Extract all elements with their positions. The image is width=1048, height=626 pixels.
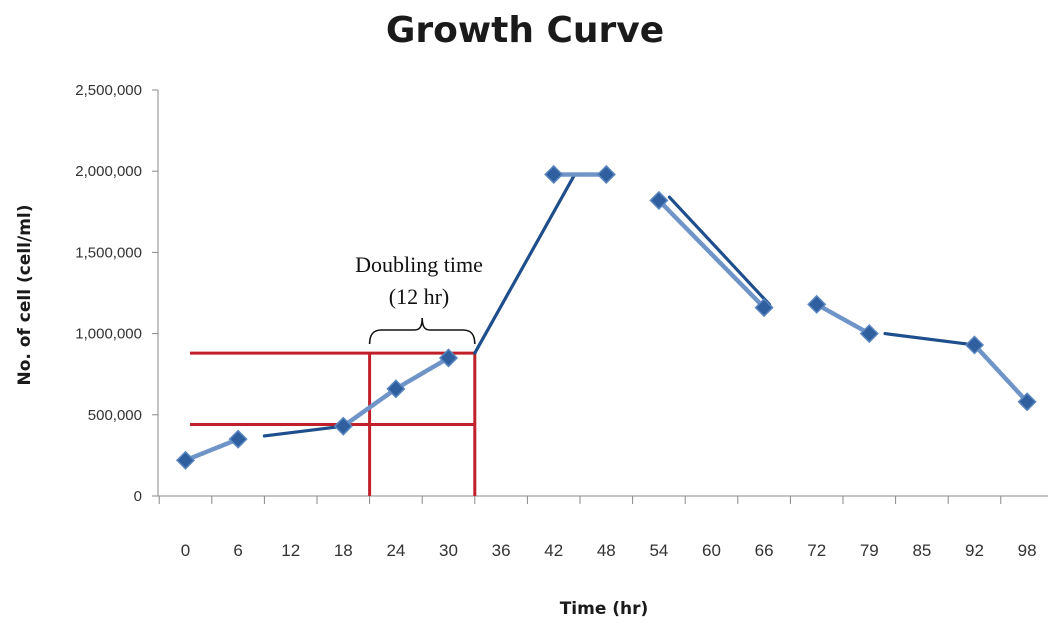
series-layer [175,164,1037,470]
series-link [393,355,451,392]
x-tick-label: 36 [492,541,511,560]
data-point-marker [544,164,564,185]
series-link [341,386,399,429]
x-tick-label: 92 [965,541,984,560]
y-tick-label: 500,000 [88,407,142,424]
data-point-marker [438,348,459,368]
x-tick-label: 12 [281,541,300,560]
x-tick-label: 0 [181,541,190,560]
data-point-marker [807,294,827,314]
trend-segment [473,172,577,355]
data-point-marker [228,429,248,449]
series-link [972,342,1030,405]
annotation-line-2: (12 hr) [389,284,449,309]
x-tick-label: 79 [860,541,879,560]
trend-segment [262,424,345,438]
x-axis-title: Time (hr) [560,599,649,619]
x-tick-label: 60 [702,541,721,560]
chart-title: Growth Curve [386,10,664,51]
x-tick-label: 54 [649,541,668,560]
series-link [814,302,872,336]
y-tick-label: 0 [134,488,142,505]
y-tick-label: 1,000,000 [75,326,142,343]
x-tick-label: 98 [1018,541,1037,560]
data-point-marker [649,190,669,210]
data-point-marker [386,379,406,399]
x-tick-label: 18 [334,541,353,560]
x-tick-label: 48 [597,541,616,560]
data-point-marker [964,335,985,355]
data-point-marker [1017,392,1037,412]
x-tick-label: 85 [912,541,931,560]
x-tick-label: 72 [807,541,826,560]
y-tick-label: 2,000,000 [75,163,142,180]
axes: 0 500,000 1,000,000 1,500,000 2,000,000 2,500… [75,82,1048,560]
data-point-marker [859,324,879,344]
series-link [656,198,767,310]
data-point-marker [754,298,774,318]
x-tick-label: 66 [755,541,774,560]
series-link [183,436,241,463]
x-tick-label: 24 [386,541,405,560]
doubling-time-annotation: Doubling time (12 hr) [190,252,483,496]
data-point-marker [596,164,616,185]
y-tick-label: 2,500,000 [75,82,142,99]
y-axis-title: No. of cell (cell/ml) [15,204,35,385]
trend-segment [667,195,771,306]
x-tick-label: 30 [439,541,458,560]
doubling-time-brace [368,317,476,345]
data-point-marker [333,416,353,436]
y-tick-label: 1,500,000 [75,244,142,261]
x-tick-label: 42 [544,541,563,560]
x-tick-label: 6 [233,541,242,560]
annotation-line-1: Doubling time [355,252,483,277]
trend-segment [883,332,977,347]
data-point-marker [175,450,196,470]
